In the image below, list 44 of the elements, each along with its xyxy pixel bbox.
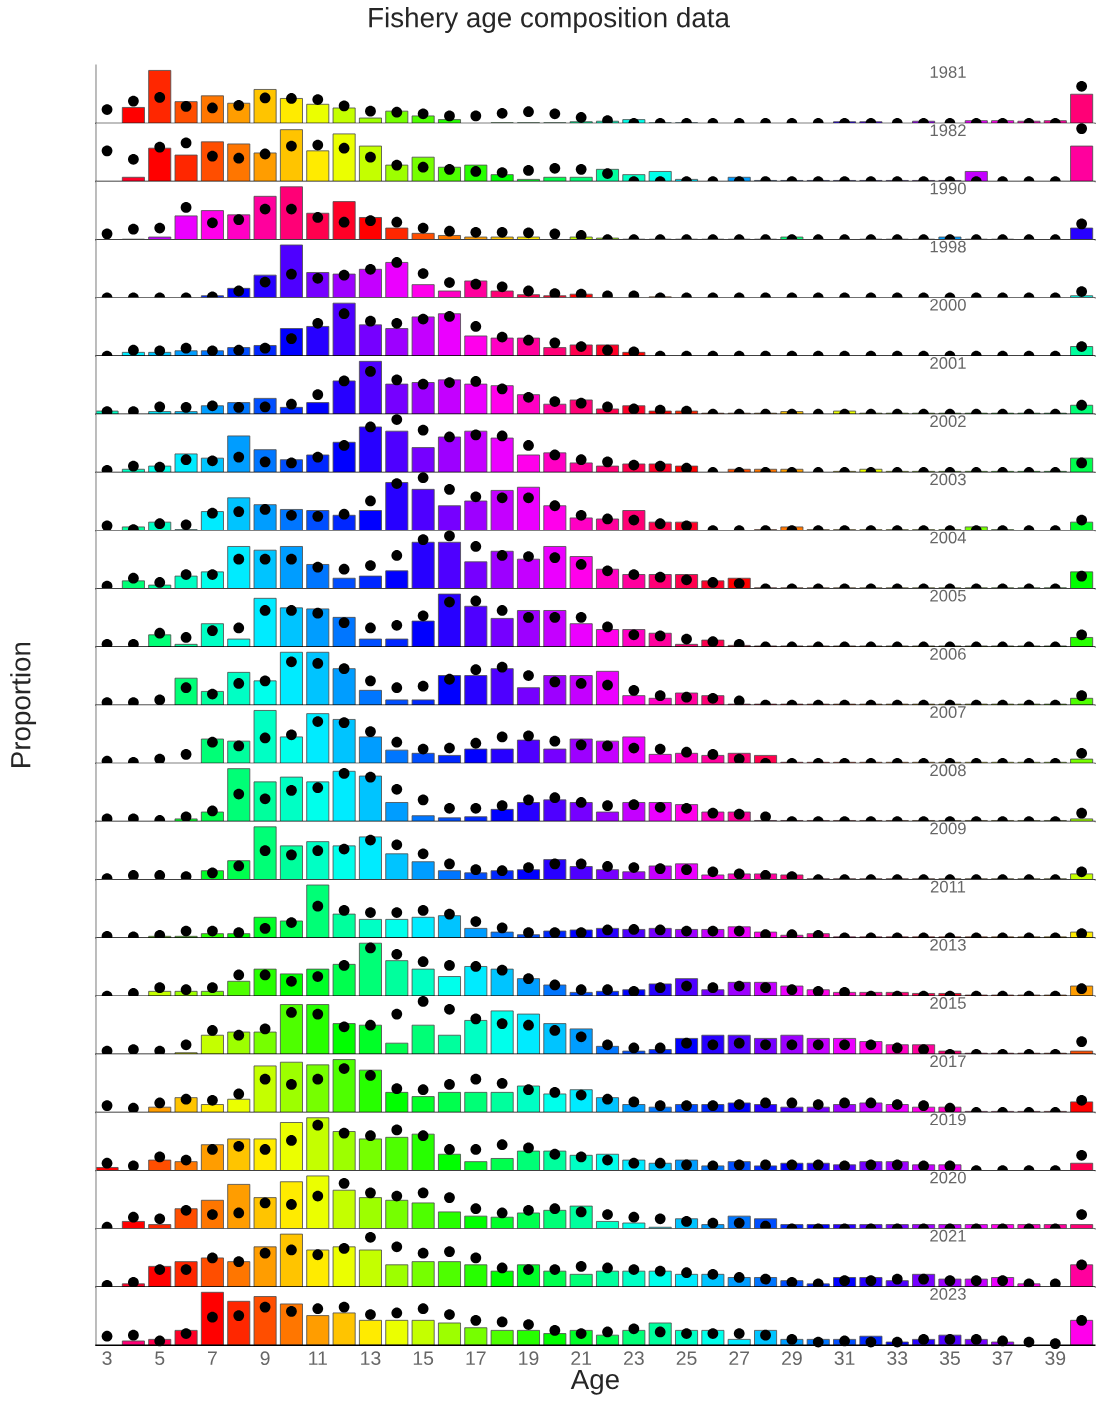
annotation: 2000 — [930, 298, 966, 311]
x-tick-label: 33 — [887, 1351, 908, 1366]
annotation: 2004 — [930, 531, 967, 544]
x-tick-label: 11 — [309, 1351, 327, 1365]
annotation: 2005 — [930, 589, 966, 602]
annotation: 2011 — [930, 880, 966, 893]
x-tick-label: 21 — [571, 1351, 592, 1365]
x-tick-label: 9 — [260, 1351, 270, 1366]
annotation: 2006 — [930, 648, 966, 660]
x-tick-label: 17 — [466, 1351, 486, 1365]
annotation: 2015 — [930, 997, 966, 1009]
annotation: 2020 — [930, 1171, 966, 1184]
x-tick-label: 29 — [782, 1351, 802, 1366]
annotation: 2003 — [930, 473, 966, 486]
annotation: 2002 — [930, 415, 966, 428]
x-tick-label: 39 — [1045, 1351, 1066, 1366]
annotation: 2007 — [930, 706, 966, 718]
annotation: 2008 — [930, 764, 966, 777]
x-tick-label: 35 — [939, 1351, 960, 1366]
chart-title: Fishery age composition data — [369, 7, 730, 33]
annotation: 2021 — [930, 1229, 966, 1242]
x-tick-label: 37 — [992, 1351, 1013, 1366]
annotation: 1982 — [930, 124, 966, 137]
y-axis-title: Proportion — [10, 642, 37, 767]
annotation: 2019 — [930, 1113, 966, 1126]
x-tick-label: 3 — [102, 1351, 112, 1366]
x-tick-label: 27 — [729, 1351, 750, 1365]
x-tick-label: 23 — [624, 1351, 644, 1366]
annotation: 1990 — [930, 182, 966, 195]
x-tick-label: 31 — [834, 1351, 855, 1366]
annotation: 2017 — [930, 1055, 966, 1068]
annotation: 2023 — [930, 1288, 966, 1300]
annotation: 1981 — [930, 66, 966, 78]
annotation: 2013 — [930, 938, 966, 951]
x-axis-title: Age — [570, 1369, 619, 1395]
annotation: 2001 — [930, 357, 966, 369]
annotation: 1998 — [930, 240, 966, 253]
x-tick-label: 25 — [676, 1351, 697, 1366]
x-tick-label: 19 — [519, 1351, 539, 1366]
x-tick-label: 13 — [361, 1351, 381, 1366]
x-tick-label: 5 — [155, 1351, 165, 1366]
x-tick-label: 15 — [413, 1351, 434, 1366]
annotation: 2009 — [930, 822, 966, 835]
x-tick-label: 7 — [208, 1351, 217, 1365]
